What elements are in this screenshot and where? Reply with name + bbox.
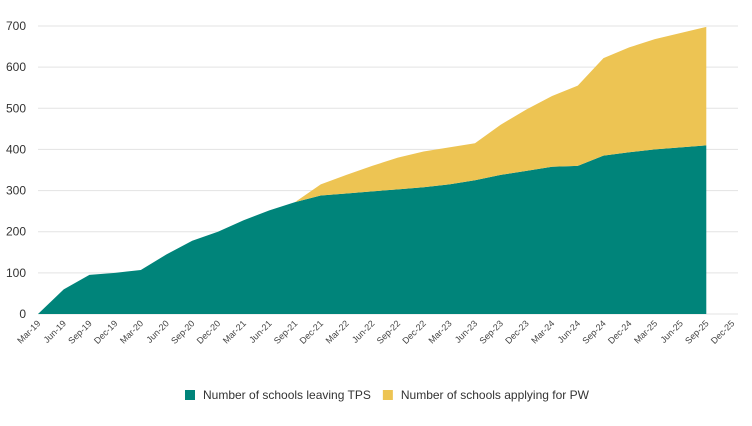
x-tick-label: Dec-21 [298, 318, 326, 346]
y-tick-label: 600 [6, 60, 26, 74]
x-tick-label: Jun-22 [350, 318, 377, 345]
y-tick-label: 500 [6, 101, 26, 115]
x-tick-label: Jun-19 [42, 318, 69, 345]
area [38, 26, 707, 315]
y-tick-label: 100 [6, 266, 26, 280]
x-tick-label: Mar-22 [324, 318, 351, 345]
y-tick-label: 300 [6, 184, 26, 198]
x-tick-label: Mar-25 [632, 318, 659, 345]
area [38, 145, 707, 314]
x-tick-label: Dec-22 [400, 318, 428, 346]
x-tick-label: Sep-25 [683, 318, 711, 346]
x-tick-label: Sep-22 [375, 318, 403, 346]
x-tick-label: Mar-23 [426, 318, 453, 345]
x-tick-label: Jun-24 [556, 318, 583, 345]
y-tick-label: 700 [6, 19, 26, 33]
x-tick-label: Dec-23 [503, 318, 531, 346]
x-tick-label: Mar-20 [118, 318, 145, 345]
y-tick-label: 400 [6, 142, 26, 156]
x-tick-label: Jun-20 [144, 318, 171, 345]
y-tick-label: 0 [19, 307, 26, 321]
legend-swatch [185, 390, 195, 400]
x-tick-label: Jun-21 [247, 318, 274, 345]
x-tick-label: Mar-19 [15, 318, 42, 345]
x-tick-label: Sep-23 [477, 318, 505, 346]
x-tick-label: Sep-21 [272, 318, 300, 346]
x-tick-label: Jun-23 [453, 318, 480, 345]
x-tick-label: Mar-24 [529, 318, 556, 345]
x-tick-label: Sep-19 [66, 318, 94, 346]
legend-label: Number of schools leaving TPS [203, 388, 371, 402]
x-tick-label: Dec-25 [709, 318, 737, 346]
x-tick-label: Sep-24 [580, 318, 608, 346]
x-tick-label: Sep-20 [169, 318, 197, 346]
x-tick-label: Jun-25 [658, 318, 685, 345]
y-tick-label: 200 [6, 225, 26, 239]
legend-label: Number of schools applying for PW [401, 388, 590, 402]
legend-swatch [382, 390, 393, 400]
x-tick-label: Dec-24 [606, 318, 634, 346]
x-tick-label: Mar-21 [221, 318, 248, 345]
x-tick-label: Dec-20 [195, 318, 223, 346]
x-tick-label: Dec-19 [92, 318, 120, 346]
